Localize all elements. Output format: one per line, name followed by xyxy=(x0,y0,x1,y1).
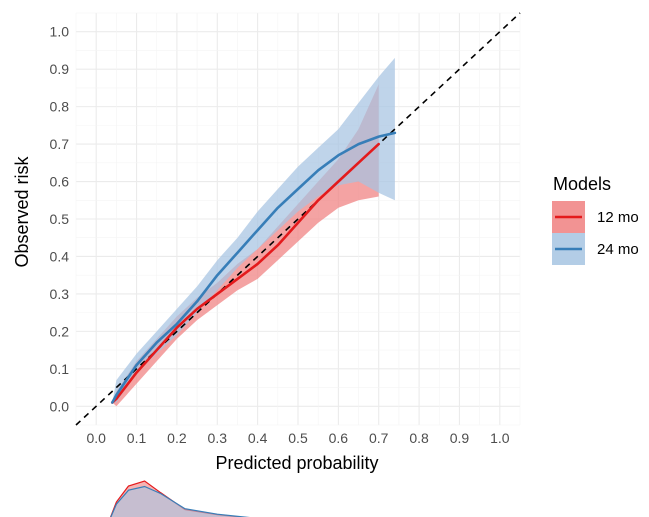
series-lines xyxy=(111,131,397,404)
legend-item-24-mo: 24 mo xyxy=(552,233,639,265)
x-tick-label: 0.2 xyxy=(167,430,187,446)
legend-label: 12 mo xyxy=(597,209,639,226)
legend-label: 24 mo xyxy=(597,241,639,258)
x-tick-label: 0.7 xyxy=(369,430,389,446)
legend-item-12-mo: 12 mo xyxy=(552,201,639,233)
line-12-mo xyxy=(111,142,381,404)
marginal-density xyxy=(109,480,250,517)
y-tick-label: 0.8 xyxy=(50,99,70,115)
legend-items: 12 mo 24 mo xyxy=(552,201,639,265)
x-tick-label: 0.4 xyxy=(248,430,268,446)
y-tick-label: 0.4 xyxy=(50,248,70,264)
x-tick-label: 0.0 xyxy=(86,430,106,446)
y-tick-label: 0.7 xyxy=(50,136,70,152)
y-tick-label: 0.9 xyxy=(50,61,70,77)
x-tick-label: 0.8 xyxy=(409,430,429,446)
y-axis-title: Observed risk xyxy=(12,155,32,267)
x-tick-label: 1.0 xyxy=(490,430,510,446)
y-tick-label: 0.0 xyxy=(50,398,70,414)
density-24-mo xyxy=(110,485,250,517)
y-tick-label: 0.5 xyxy=(50,211,70,227)
y-tick-label: 0.3 xyxy=(50,286,70,302)
y-tick-label: 0.1 xyxy=(50,361,70,377)
x-axis-title: Predicted probability xyxy=(215,453,378,473)
x-tick-label: 0.6 xyxy=(329,430,349,446)
tick-labels: 0.0 0.1 0.2 0.3 0.4 0.5 0.6 0.7 0.8 0.9 1.0 0.0 0.1 0… xyxy=(50,24,510,446)
y-tick-label: 0.6 xyxy=(50,174,70,190)
x-tick-label: 0.1 xyxy=(127,430,147,446)
line-24-mo xyxy=(111,131,397,404)
x-tick-label: 0.5 xyxy=(288,430,308,446)
legend: Models 12 mo 24 mo xyxy=(552,174,639,265)
x-tick-label: 0.3 xyxy=(208,430,228,446)
y-tick-label: 0.2 xyxy=(50,323,70,339)
legend-title: Models xyxy=(553,174,611,194)
y-tick-label: 1.0 xyxy=(50,24,70,40)
x-tick-label: 0.9 xyxy=(450,430,470,446)
